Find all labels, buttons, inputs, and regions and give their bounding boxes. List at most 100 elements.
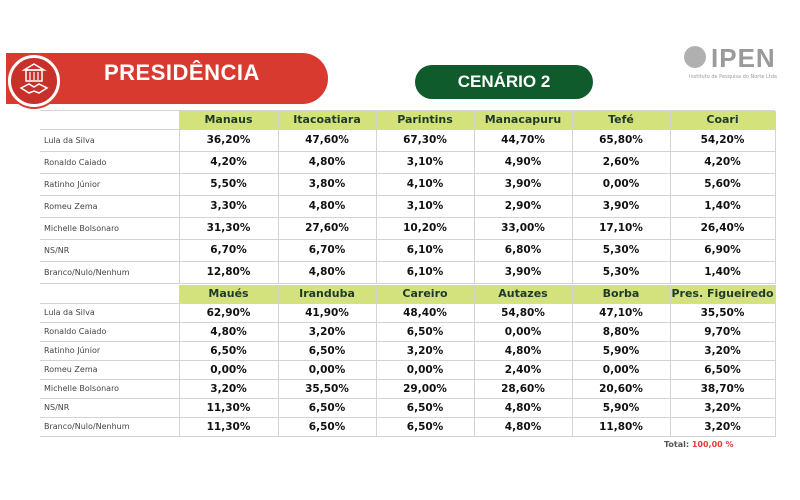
percentage-cell: 6,10% <box>376 239 475 262</box>
percentage-cell: 6,50% <box>376 417 475 437</box>
percentage-cell: 2,40% <box>474 360 573 380</box>
percentage-cell: 31,30% <box>179 217 279 240</box>
org-logo-icon <box>684 46 706 68</box>
city-header: Pres. Figueiredo <box>670 285 776 304</box>
percentage-cell: 4,80% <box>474 398 573 418</box>
percentage-cell: 4,80% <box>474 341 573 361</box>
city-header: Parintins <box>376 111 475 130</box>
scenario-badge: CENÁRIO 2 <box>415 65 593 99</box>
percentage-cell: 3,20% <box>670 417 776 437</box>
percentage-cell: 9,70% <box>670 322 776 342</box>
table-row: Ronaldo Caiado 4,80% 3,20% 6,50% 0,00% 8… <box>40 322 776 342</box>
percentage-cell: 38,70% <box>670 379 776 399</box>
percentage-cell: 6,90% <box>670 239 776 262</box>
total-label: Total: <box>664 440 690 449</box>
percentage-cell: 2,90% <box>474 195 573 218</box>
city-header: Careiro <box>376 285 475 304</box>
percentage-cell: 3,20% <box>278 322 377 342</box>
candidate-name: Romeu Zema <box>40 360 180 380</box>
percentage-cell: 4,20% <box>670 151 776 174</box>
percentage-cell: 3,20% <box>670 398 776 418</box>
percentage-cell: 4,80% <box>474 417 573 437</box>
candidate-name: Ratinho Júnior <box>40 341 180 361</box>
percentage-cell: 6,10% <box>376 261 475 284</box>
candidate-name: NS/NR <box>40 398 180 418</box>
percentage-cell: 6,50% <box>670 360 776 380</box>
candidate-name: Ratinho Júnior <box>40 173 180 196</box>
percentage-cell: 3,80% <box>278 173 377 196</box>
divider <box>40 110 775 111</box>
city-header: Maués <box>179 285 279 304</box>
percentage-cell: 1,40% <box>670 261 776 284</box>
table-row: Michelle Bolsonaro 31,30% 27,60% 10,20% … <box>40 217 776 240</box>
percentage-cell: 4,80% <box>278 195 377 218</box>
percentage-cell: 5,90% <box>572 341 671 361</box>
candidate-name: Branco/Nulo/Nenhum <box>40 261 180 284</box>
percentage-cell: 41,90% <box>278 303 377 323</box>
candidate-name: Michelle Bolsonaro <box>40 379 180 399</box>
percentage-cell: 27,60% <box>278 217 377 240</box>
percentage-cell: 47,60% <box>278 129 377 152</box>
percentage-cell: 6,50% <box>376 322 475 342</box>
table-row: Romeu Zema 0,00% 0,00% 0,00% 2,40% 0,00%… <box>40 360 776 380</box>
candidate-name: NS/NR <box>40 239 180 262</box>
percentage-cell: 47,10% <box>572 303 671 323</box>
percentage-cell: 3,20% <box>376 341 475 361</box>
percentage-cell: 4,20% <box>179 151 279 174</box>
percentage-cell: 6,70% <box>278 239 377 262</box>
percentage-cell: 4,80% <box>278 261 377 284</box>
percentage-cell: 36,20% <box>179 129 279 152</box>
percentage-cell: 5,60% <box>670 173 776 196</box>
percentage-cell: 1,40% <box>670 195 776 218</box>
candidate-name: Michelle Bolsonaro <box>40 217 180 240</box>
percentage-cell: 0,00% <box>572 360 671 380</box>
percentage-cell: 5,30% <box>572 239 671 262</box>
percentage-cell: 0,00% <box>179 360 279 380</box>
results-table-1: Manaus Itacoatiara Parintins Manacapuru … <box>40 111 776 284</box>
percentage-cell: 65,80% <box>572 129 671 152</box>
org-subtitle: Instituto de Pesquisa do Norte Ltda <box>689 74 777 80</box>
percentage-cell: 6,50% <box>278 341 377 361</box>
percentage-cell: 54,80% <box>474 303 573 323</box>
percentage-cell: 10,20% <box>376 217 475 240</box>
percentage-cell: 3,20% <box>670 341 776 361</box>
percentage-cell: 48,40% <box>376 303 475 323</box>
percentage-cell: 28,60% <box>474 379 573 399</box>
percentage-cell: 17,10% <box>572 217 671 240</box>
percentage-cell: 0,00% <box>278 360 377 380</box>
table-row: Michelle Bolsonaro 3,20% 35,50% 29,00% 2… <box>40 379 776 399</box>
percentage-cell: 26,40% <box>670 217 776 240</box>
percentage-cell: 6,50% <box>278 398 377 418</box>
percentage-cell: 3,90% <box>474 261 573 284</box>
org-logo-text: IPEN <box>711 43 776 73</box>
results-table-2: Maués Iranduba Careiro Autazes Borba Pre… <box>40 285 776 437</box>
table-row: Ronaldo Caiado 4,20% 4,80% 3,10% 4,90% 2… <box>40 151 776 174</box>
corner-cell <box>40 111 180 130</box>
percentage-cell: 6,50% <box>376 398 475 418</box>
table-row: Lula da Silva 36,20% 47,60% 67,30% 44,70… <box>40 129 776 152</box>
percentage-cell: 6,70% <box>179 239 279 262</box>
percentage-cell: 4,80% <box>278 151 377 174</box>
percentage-cell: 4,80% <box>179 322 279 342</box>
percentage-cell: 3,30% <box>179 195 279 218</box>
percentage-cell: 35,50% <box>278 379 377 399</box>
city-header: Iranduba <box>278 285 377 304</box>
table-row: NS/NR 11,30% 6,50% 6,50% 4,80% 5,90% 3,2… <box>40 398 776 418</box>
percentage-cell: 5,90% <box>572 398 671 418</box>
percentage-cell: 8,80% <box>572 322 671 342</box>
percentage-cell: 62,90% <box>179 303 279 323</box>
city-header: Manaus <box>179 111 279 130</box>
city-header: Itacoatiara <box>278 111 377 130</box>
percentage-cell: 29,00% <box>376 379 475 399</box>
table-row: Romeu Zema 3,30% 4,80% 3,10% 2,90% 3,90%… <box>40 195 776 218</box>
corner-cell <box>40 285 180 304</box>
candidate-name: Ronaldo Caiado <box>40 322 180 342</box>
candidate-name: Lula da Silva <box>40 303 180 323</box>
percentage-cell: 3,20% <box>179 379 279 399</box>
table-row: Lula da Silva 62,90% 41,90% 48,40% 54,80… <box>40 303 776 323</box>
percentage-cell: 54,20% <box>670 129 776 152</box>
percentage-cell: 12,80% <box>179 261 279 284</box>
percentage-cell: 11,30% <box>179 417 279 437</box>
percentage-cell: 4,90% <box>474 151 573 174</box>
percentage-cell: 3,90% <box>474 173 573 196</box>
